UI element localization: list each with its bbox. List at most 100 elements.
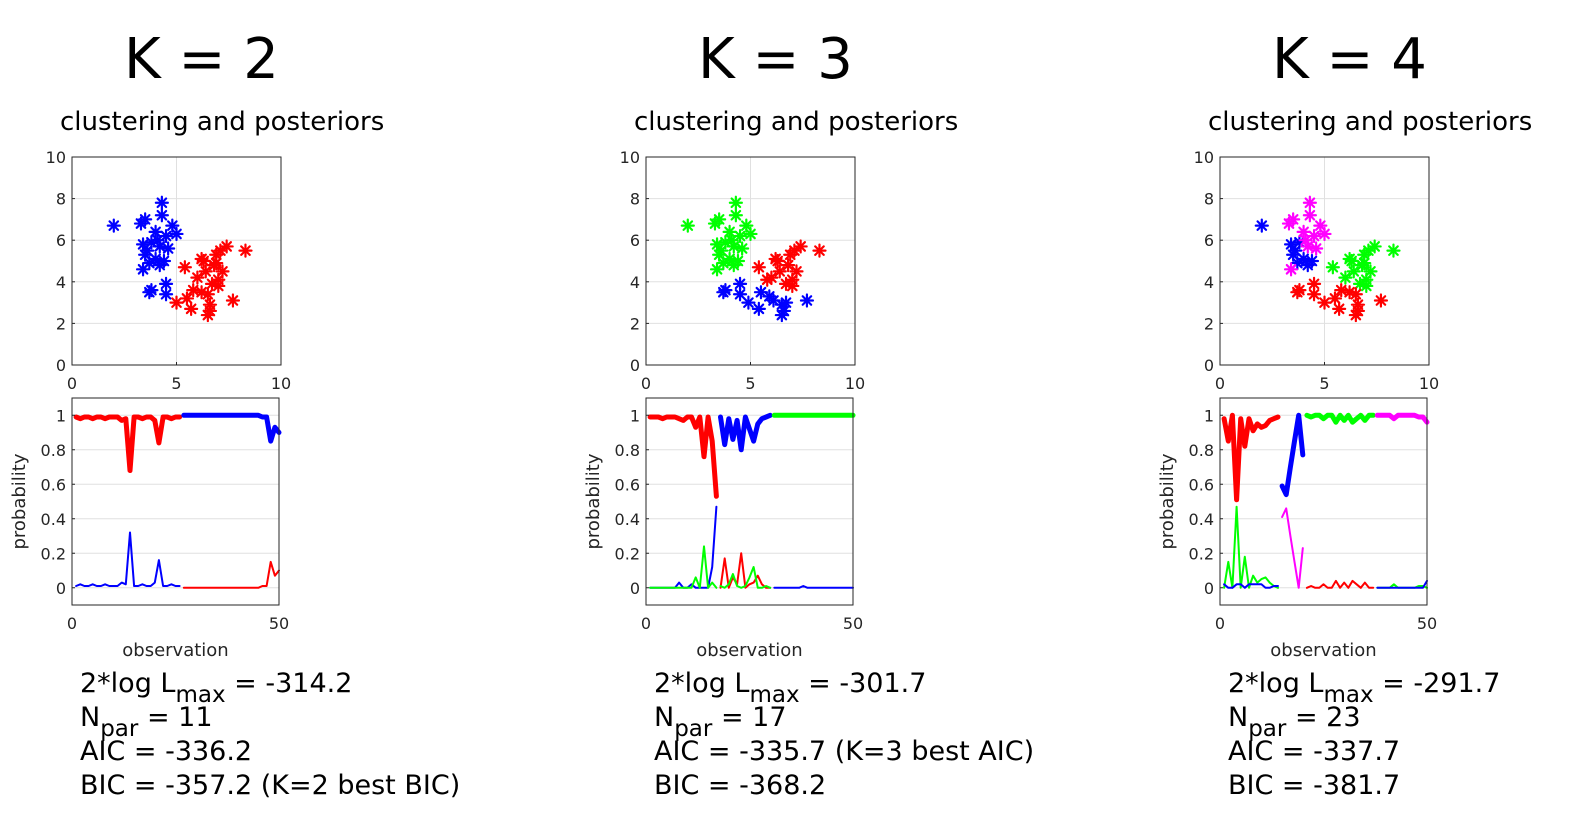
scatter-point — [753, 285, 769, 300]
asterisk-stroke — [1375, 295, 1387, 306]
scatter-point — [215, 264, 230, 279]
asterisk-stroke — [204, 305, 216, 317]
y-tick-label: 0.2 — [615, 544, 640, 563]
model-stats: 2*log Lmax = -291.7 Npar = 23 AIC = -337… — [1228, 667, 1500, 803]
scatter-point — [169, 226, 184, 242]
npar-subscript: par — [1248, 716, 1287, 742]
x-tick-label: 5 — [171, 374, 181, 393]
asterisk-stroke — [143, 286, 155, 298]
asterisk-stroke — [1352, 305, 1364, 317]
x-tick-label: 5 — [1319, 374, 1329, 393]
scatter-point — [789, 264, 804, 279]
asterisk-stroke — [1285, 263, 1297, 275]
scatter-point — [211, 278, 226, 294]
asterisk-stroke — [1304, 197, 1316, 209]
loglik-value: = -301.7 — [799, 668, 927, 699]
scatter-point — [726, 239, 741, 254]
scatter-point — [785, 278, 800, 294]
asterisk-stroke — [162, 243, 174, 254]
npar-subscript: par — [100, 716, 139, 742]
asterisk-stroke — [139, 214, 151, 225]
asterisk-stroke — [724, 226, 735, 238]
y-tick-label: 0 — [630, 356, 640, 375]
posterior-series-line — [73, 414, 183, 473]
posterior-series-line — [718, 412, 773, 453]
asterisk-stroke — [1302, 259, 1314, 271]
scatter-series — [751, 239, 827, 294]
scatter-point — [1359, 278, 1374, 294]
scatter-point — [184, 301, 199, 316]
posterior-series-line — [719, 552, 772, 589]
posterior-series-line — [1304, 412, 1376, 425]
asterisk-stroke — [791, 266, 802, 277]
y-tick-label: 0.8 — [615, 441, 640, 460]
scatter-point — [1350, 303, 1366, 319]
posterior-plot-k2: 0 50 0 0.2 0.4 0.6 0.8 1 observation probability — [9, 397, 289, 661]
chart-subtitle: clustering and posteriors — [60, 107, 385, 137]
posterior-series-line — [719, 566, 772, 589]
scatter-point — [190, 270, 205, 285]
scatter-series — [106, 195, 184, 302]
posterior-series-line — [1221, 412, 1281, 503]
asterisk-stroke — [682, 220, 694, 231]
x-tick-label: 0 — [67, 374, 77, 393]
scatter-point — [1363, 264, 1378, 279]
npar-value: = 11 — [138, 702, 213, 733]
asterisk-stroke — [227, 295, 239, 306]
scatter-plot-k3: 0 5 10 0 2 4 6 8 10 — [620, 148, 866, 393]
axes-frame — [71, 397, 280, 606]
asterisk-stroke — [713, 214, 725, 225]
asterisk-stroke — [774, 266, 786, 277]
k-title: K = 3 — [698, 27, 853, 92]
y-tick-label: 1 — [1204, 406, 1214, 425]
x-tick-label: 5 — [745, 374, 755, 393]
loglik-label: 2*log L — [80, 668, 176, 699]
asterisk-stroke — [1304, 209, 1316, 221]
npar-subscript: par — [674, 716, 713, 742]
asterisk-stroke — [179, 261, 191, 273]
asterisk-stroke — [786, 280, 798, 292]
scatter-plot-k4: 0 5 10 0 2 4 6 8 10 — [1194, 148, 1440, 393]
scatter-series — [1254, 218, 1320, 273]
x-tick-label: 0 — [641, 374, 651, 393]
scatter-point — [799, 293, 815, 308]
scatter-point — [106, 218, 121, 233]
asterisk-stroke — [1348, 266, 1360, 277]
scatter-point — [152, 258, 167, 273]
posterior-series-line — [647, 414, 719, 499]
scatter-point — [194, 251, 209, 267]
asterisk-stroke — [766, 272, 777, 283]
asterisk-stroke — [1329, 293, 1341, 304]
asterisk-stroke — [1363, 245, 1374, 256]
scatter-point — [1357, 255, 1372, 271]
asterisk-stroke — [160, 230, 172, 242]
posterior-series-line — [1279, 412, 1306, 498]
scatter-point — [142, 285, 157, 300]
y-tick-label: 2 — [630, 314, 640, 333]
asterisk-stroke — [196, 253, 207, 265]
x-tick-label: 10 — [845, 374, 865, 393]
asterisk-stroke — [1256, 220, 1268, 231]
scatter-point — [202, 303, 218, 319]
scatter-point — [154, 195, 169, 210]
axes-frame — [645, 397, 854, 606]
x-axis-label: observation — [1270, 640, 1376, 661]
scatter-point — [161, 241, 176, 256]
asterisk-stroke — [801, 295, 813, 306]
scatter-point — [1367, 239, 1382, 254]
asterisk-stroke — [753, 303, 765, 315]
asterisk-stroke — [1310, 243, 1322, 254]
asterisk-stroke — [1302, 241, 1314, 252]
posterior-plot-k3: 0 50 0 0.2 0.4 0.6 0.8 1 observation probability — [583, 397, 863, 661]
y-axis-label: probability — [583, 453, 604, 549]
x-tick-label: 0 — [67, 614, 77, 633]
scatter-point — [735, 241, 750, 256]
asterisk-stroke — [1314, 220, 1326, 231]
y-tick-label: 0.6 — [1189, 475, 1214, 494]
scatter-point — [1306, 287, 1322, 302]
asterisk-stroke — [1360, 280, 1372, 292]
asterisk-stroke — [221, 241, 233, 252]
posterior-series-line — [773, 585, 854, 589]
scatter-point — [1327, 291, 1343, 306]
asterisk-stroke — [1388, 245, 1399, 256]
